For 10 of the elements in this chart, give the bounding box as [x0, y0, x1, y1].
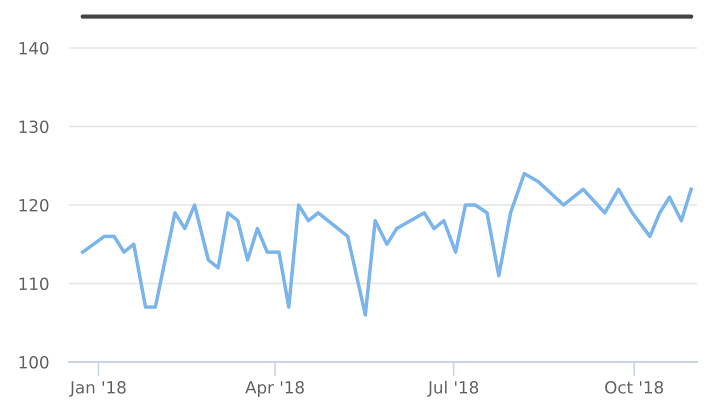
y-tick-label: 140	[20, 42, 48, 55]
y-tick-label: 120	[20, 198, 48, 212]
x-tick-label: Jul '18	[427, 380, 478, 397]
y-tick-label: 130	[20, 120, 48, 134]
x-tick-label: Jan '18	[69, 381, 126, 397]
y-tick-label: 110	[20, 277, 48, 290]
x-tick-label: Oct '18	[605, 381, 664, 394]
x-tick-label: Apr '18	[245, 381, 304, 397]
y-tick-label: 100	[20, 356, 48, 369]
line-series	[81, 172, 693, 317]
